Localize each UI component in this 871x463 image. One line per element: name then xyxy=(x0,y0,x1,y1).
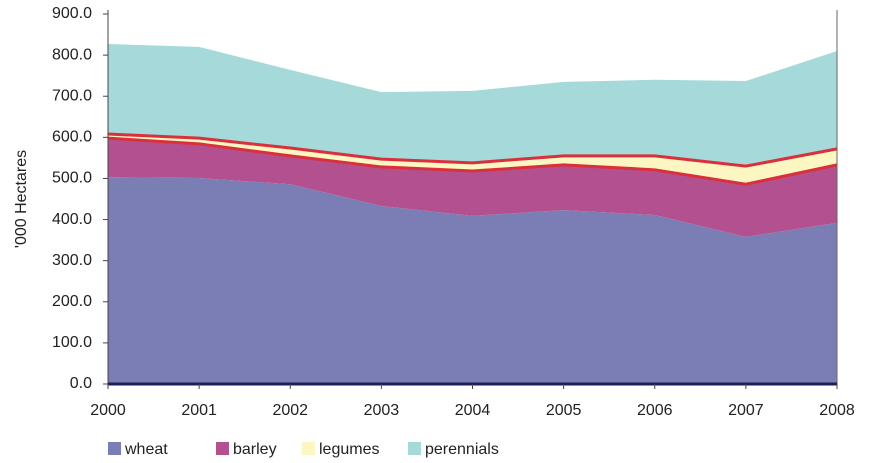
x-tick-label: 2004 xyxy=(455,402,491,419)
y-tick-label: 800.0 xyxy=(52,46,92,63)
legend-label: wheat xyxy=(124,441,168,458)
x-tick-label: 2007 xyxy=(728,402,764,419)
y-tick-label: 100.0 xyxy=(52,334,92,351)
y-tick-label: 500.0 xyxy=(52,170,92,187)
y-axis-label: '000 Hectares xyxy=(13,150,30,248)
legend-swatch xyxy=(108,442,121,455)
x-tick-label: 2005 xyxy=(546,402,582,419)
x-tick-label: 2003 xyxy=(364,402,400,419)
y-tick-label: 300.0 xyxy=(52,252,92,269)
x-tick-label: 2000 xyxy=(90,402,126,419)
y-tick-label: 600.0 xyxy=(52,129,92,146)
y-tick-label: 900.0 xyxy=(52,5,92,22)
y-tick-label: 200.0 xyxy=(52,293,92,310)
y-tick-label: 400.0 xyxy=(52,211,92,228)
legend-label: barley xyxy=(233,441,277,458)
x-tick-label: 2008 xyxy=(819,402,855,419)
y-tick-label: 0.0 xyxy=(70,375,92,392)
y-tick-label: 700.0 xyxy=(52,87,92,104)
area xyxy=(108,177,837,384)
legend-swatch xyxy=(216,442,229,455)
area-edge xyxy=(107,136,838,186)
x-tick-label: 2006 xyxy=(637,402,673,419)
legend-swatch xyxy=(408,442,421,455)
legend-label: perennials xyxy=(425,441,499,458)
x-tick-label: 2001 xyxy=(181,402,217,419)
legend-label: legumes xyxy=(319,441,379,458)
legend-swatch xyxy=(302,442,315,455)
area xyxy=(108,44,837,167)
area-edge xyxy=(107,132,838,168)
area xyxy=(108,138,837,237)
x-tick-label: 2002 xyxy=(272,402,308,419)
